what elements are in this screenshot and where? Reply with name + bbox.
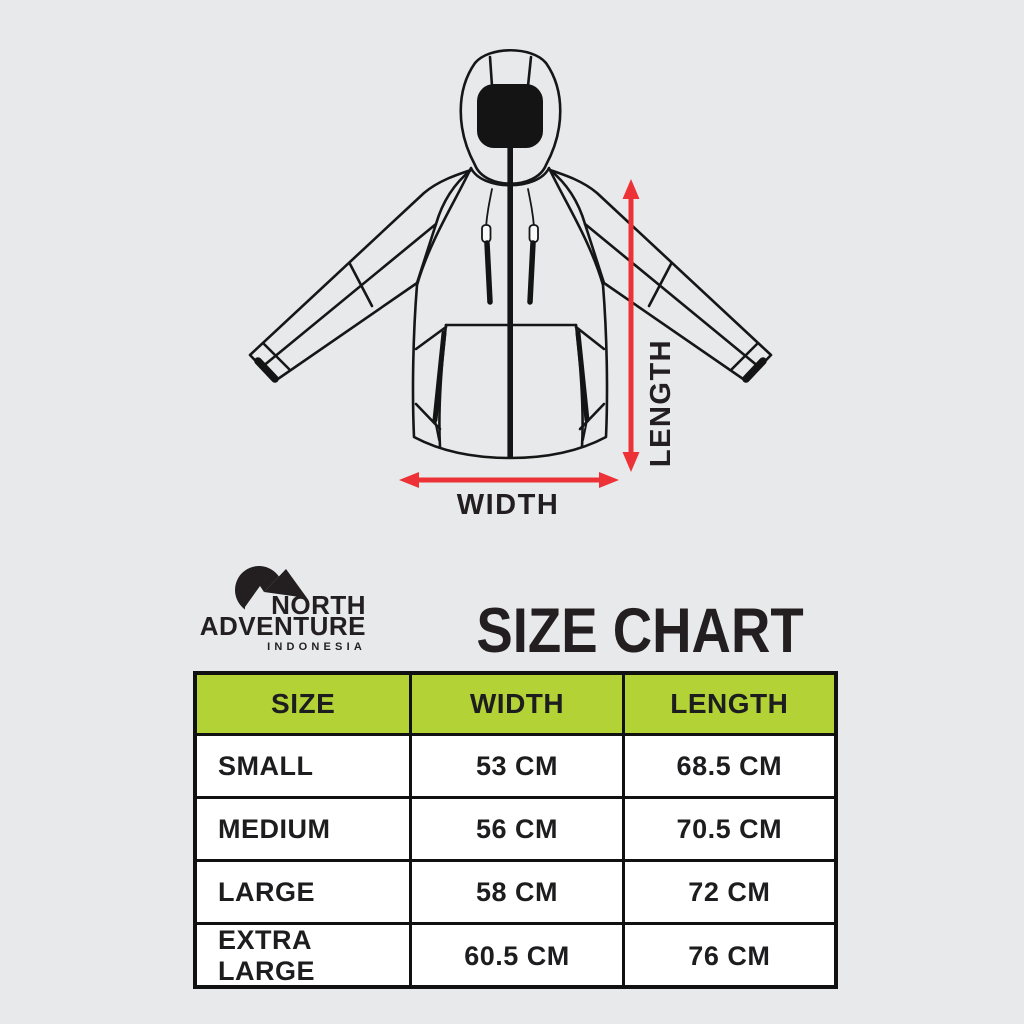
brand-wordmark: NORTH ADVENTURE INDONESIA bbox=[199, 590, 366, 653]
jacket-left-sleeve bbox=[248, 168, 473, 383]
size-label: EXTRA LARGE bbox=[218, 925, 315, 986]
hood-opening bbox=[477, 84, 543, 148]
size-label: LARGE bbox=[218, 876, 315, 907]
table-row-extra-large: EXTRA LARGE 60.5 CM 76 CM bbox=[197, 922, 834, 987]
table-row-small: SMALL 53 CM 68.5 CM bbox=[197, 733, 834, 796]
page-title: SIZE CHART bbox=[476, 596, 804, 667]
length-value: 68.5 CM bbox=[621, 736, 834, 796]
table-row-medium: MEDIUM 56 CM 70.5 CM bbox=[197, 796, 834, 859]
table-header-row: SIZE WIDTH LENGTH bbox=[197, 675, 834, 733]
jacket-diagram bbox=[248, 48, 773, 488]
mountain-logo-icon bbox=[235, 566, 309, 614]
jacket-right-sleeve bbox=[548, 168, 773, 383]
length-value: 70.5 CM bbox=[621, 799, 834, 859]
width-dimension-label: WIDTH bbox=[456, 489, 560, 521]
length-arrow bbox=[622, 179, 640, 472]
jacket-zipper bbox=[507, 148, 513, 458]
width-value: 56 CM bbox=[409, 799, 621, 859]
size-label: SMALL bbox=[218, 750, 314, 781]
length-dimension-label: LENGTH bbox=[645, 338, 677, 468]
width-value: 58 CM bbox=[409, 862, 621, 922]
jacket-body bbox=[411, 166, 609, 460]
column-header-width: WIDTH bbox=[409, 675, 621, 733]
width-value: 60.5 CM bbox=[409, 925, 621, 987]
brand-name-north: NORTH bbox=[271, 590, 366, 620]
brand-name-indonesia: INDONESIA bbox=[267, 641, 366, 653]
length-value: 72 CM bbox=[621, 862, 834, 922]
size-table: SIZE WIDTH LENGTH SMALL 53 CM 68.5 CM ME… bbox=[193, 671, 838, 989]
column-header-length: LENGTH bbox=[621, 675, 834, 733]
jacket-drawcords bbox=[481, 188, 539, 305]
size-label: MEDIUM bbox=[218, 813, 331, 844]
width-value: 53 CM bbox=[409, 736, 621, 796]
brand-name-adventure: ADVENTURE bbox=[199, 611, 366, 641]
table-row-large: LARGE 58 CM 72 CM bbox=[197, 859, 834, 922]
jacket-hood bbox=[459, 48, 562, 185]
jacket-pocket bbox=[414, 323, 606, 449]
length-value: 76 CM bbox=[621, 925, 834, 987]
column-header-size: SIZE bbox=[271, 688, 336, 719]
width-arrow bbox=[399, 472, 619, 488]
